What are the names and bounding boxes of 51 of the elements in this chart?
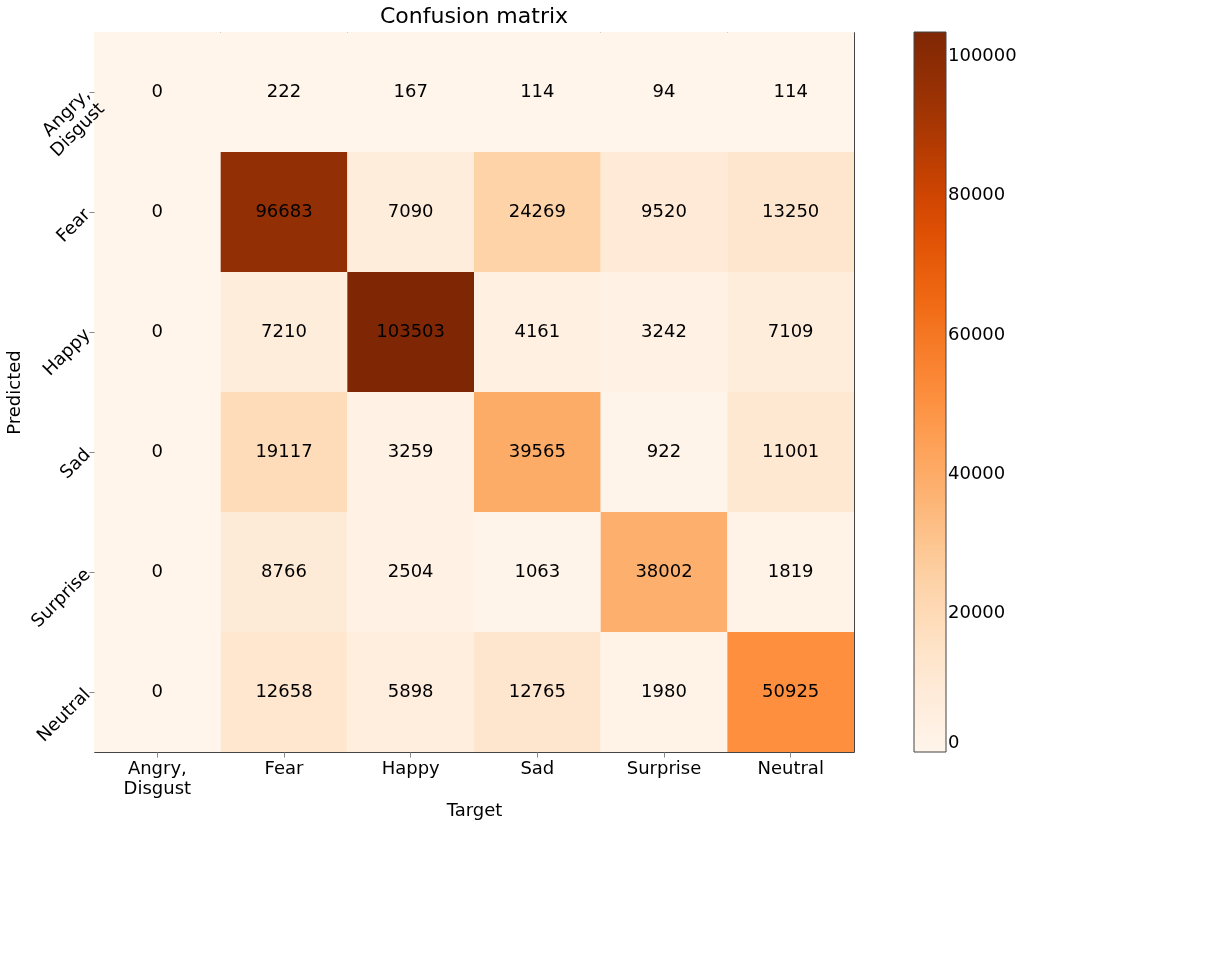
data-label: 922	[646, 440, 682, 461]
x-axis-title: Target	[445, 798, 503, 820]
data-label: 7210	[261, 320, 307, 341]
x-tick-label: Angry, Disgust	[123, 756, 192, 798]
data-label: 19117	[255, 440, 313, 461]
data-label: 114	[520, 80, 555, 101]
data-label: 96683	[255, 200, 313, 221]
data-label: 3242	[641, 320, 687, 341]
data-label: 7109	[767, 320, 814, 341]
data-label: 24269	[508, 200, 566, 221]
data-label: 1819	[767, 560, 814, 581]
data-label: 8766	[261, 560, 307, 581]
data-label: 0	[151, 440, 164, 461]
x-tick-label: Happy	[381, 756, 441, 778]
data-label: 1063	[514, 560, 561, 581]
data-label: 114	[773, 80, 808, 101]
data-label: 5898	[387, 680, 434, 701]
data-label: 0	[151, 320, 164, 341]
data-label: 3259	[387, 440, 434, 461]
data-label: 222	[266, 80, 302, 101]
data-label: 12658	[255, 680, 313, 701]
data-label: 13250	[762, 200, 820, 221]
x-tick-label: Sad	[520, 756, 555, 778]
data-label: 103503	[376, 320, 446, 341]
data-label: 12765	[508, 680, 566, 701]
data-label: 1980	[641, 680, 687, 701]
data-label: 167	[393, 80, 428, 101]
color-bar-label: 100000	[948, 44, 1017, 66]
data-label: 39565	[508, 440, 566, 461]
color-bar-label: 40000	[948, 461, 1006, 483]
data-label: 4161	[514, 320, 561, 341]
data-label: 0	[151, 80, 164, 101]
color-bar-label: 80000	[948, 183, 1006, 205]
data-label: 94	[652, 80, 676, 101]
x-tick-label: Fear	[264, 756, 305, 778]
data-label: 50925	[762, 680, 820, 701]
x-tick-label: Surprise	[626, 756, 702, 778]
data-label: 0	[151, 680, 164, 701]
x-tick-label: Neutral	[757, 756, 824, 778]
color-bar-label: 60000	[948, 322, 1006, 344]
data-label: 38002	[635, 560, 693, 581]
y-axis-title: Predicted	[3, 350, 25, 435]
data-label: 0	[151, 200, 164, 221]
data-label: 2504	[387, 560, 434, 581]
color-bar-label: 0	[948, 731, 960, 752]
chart-title: Confusion matrix	[379, 3, 569, 28]
data-label: 11001	[762, 440, 820, 461]
color-bar-label: 20000	[948, 600, 1006, 622]
data-label: 9520	[641, 200, 687, 221]
data-label: 0	[151, 560, 164, 581]
data-label: 7090	[387, 200, 434, 221]
